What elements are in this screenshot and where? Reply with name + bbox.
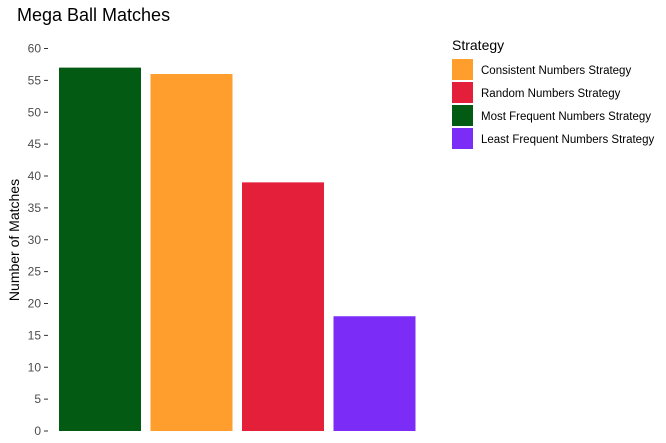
y-tick-label: 5 (34, 392, 41, 406)
bars-group (59, 67, 416, 431)
y-tick-label: 15 (28, 328, 42, 342)
y-axis-title: Number of Matches (6, 179, 22, 301)
legend-label: Consistent Numbers Strategy (481, 65, 631, 77)
y-tick-label: 25 (28, 265, 42, 279)
y-tick-label: 45 (28, 137, 42, 151)
y-tick-label: 55 (28, 73, 42, 87)
bar-random-numbers-strategy (242, 182, 324, 431)
chart-title: Mega Ball Matches (17, 5, 170, 25)
legend-key (452, 82, 473, 103)
y-tick-label: 60 (28, 42, 42, 56)
y-axis: 0 5 10 15 20 25 30 35 40 45 50 55 60 (28, 42, 48, 438)
legend-label: Least Frequent Numbers Strategy (481, 134, 654, 146)
legend: Strategy Consistent Numbers Strategy Rand… (452, 37, 654, 149)
y-tick-label: 40 (28, 169, 42, 183)
bar-most-frequent-numbers-strategy (59, 67, 141, 431)
legend-label: Most Frequent Numbers Strategy (481, 111, 651, 123)
legend-title: Strategy (452, 37, 504, 53)
y-tick-label: 50 (28, 105, 42, 119)
legend-items: Consistent Numbers Strategy Random Number… (452, 59, 654, 149)
legend-key (452, 128, 473, 149)
legend-key (452, 59, 473, 80)
y-tick-label: 10 (28, 360, 42, 374)
y-tick-label: 20 (28, 297, 42, 311)
y-tick-label: 0 (34, 424, 41, 438)
legend-label: Random Numbers Strategy (481, 88, 621, 100)
bar-consistent-numbers-strategy (150, 74, 233, 431)
y-tick-label: 35 (28, 201, 42, 215)
y-tick-label: 30 (28, 233, 42, 247)
legend-key (452, 105, 473, 126)
bar-least-frequent-numbers-strategy (333, 316, 416, 431)
